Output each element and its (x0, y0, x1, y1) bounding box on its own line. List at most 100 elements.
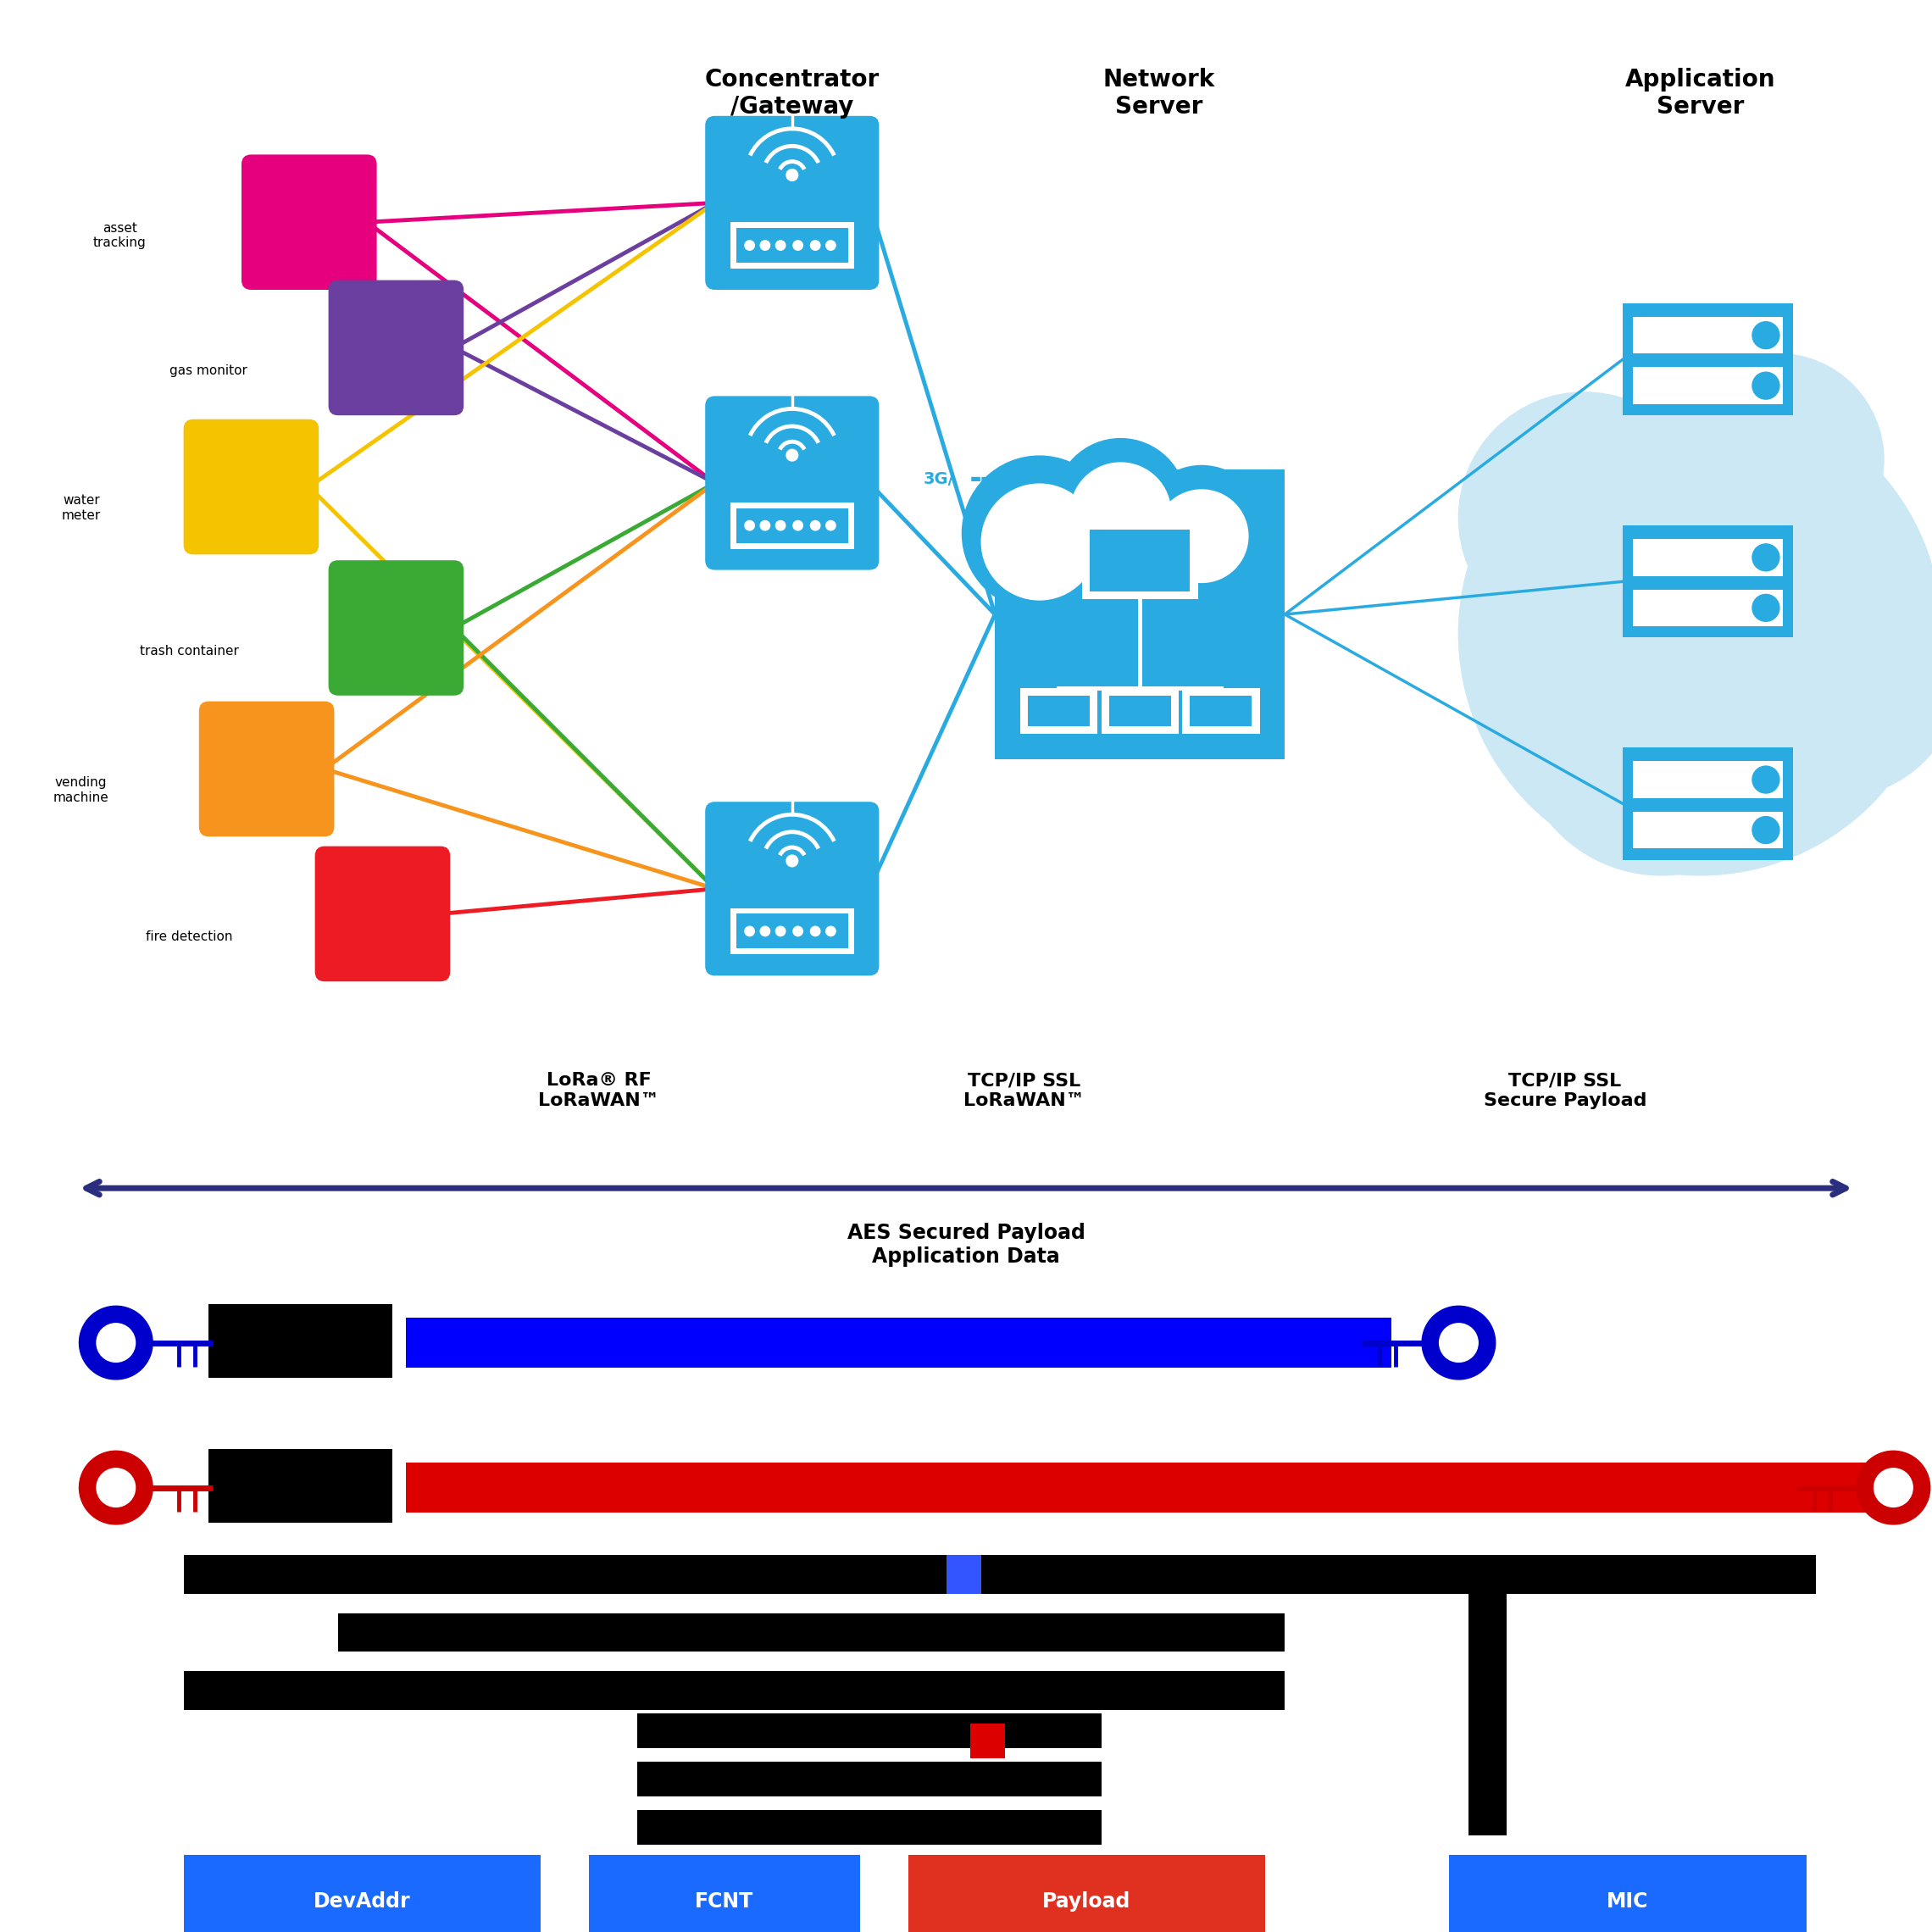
Text: Payload: Payload (1043, 1891, 1130, 1911)
Bar (908, 1855, 1265, 1932)
Circle shape (759, 520, 769, 531)
Circle shape (1155, 489, 1248, 582)
Circle shape (827, 520, 835, 531)
Circle shape (792, 240, 804, 249)
Bar (1082, 522, 1198, 599)
FancyBboxPatch shape (184, 419, 319, 554)
Circle shape (1752, 595, 1779, 622)
Bar (1449, 1855, 1806, 1932)
FancyBboxPatch shape (199, 701, 334, 837)
Bar (995, 469, 1285, 759)
Bar (1020, 688, 1097, 734)
Text: DevAddr: DevAddr (313, 1891, 412, 1911)
Bar (947, 1555, 981, 1594)
Circle shape (1422, 1306, 1495, 1379)
Circle shape (1857, 1451, 1930, 1524)
Bar (730, 908, 854, 954)
Bar (730, 222, 854, 269)
FancyBboxPatch shape (328, 280, 464, 415)
Circle shape (1140, 466, 1264, 589)
Bar (730, 502, 854, 549)
Bar (736, 508, 848, 543)
Circle shape (1070, 462, 1171, 564)
Circle shape (827, 927, 835, 937)
Circle shape (811, 240, 821, 249)
Text: 3G/: 3G/ (923, 471, 954, 487)
Circle shape (744, 240, 753, 249)
Bar (1109, 696, 1171, 726)
Bar (970, 1723, 1005, 1758)
Circle shape (1671, 354, 1884, 566)
Circle shape (775, 927, 786, 937)
Bar (1190, 696, 1252, 726)
Bar (1090, 529, 1190, 591)
Circle shape (1055, 439, 1186, 570)
Bar (736, 228, 848, 263)
Text: gas monitor: gas monitor (170, 365, 247, 377)
Circle shape (786, 450, 798, 462)
Circle shape (1459, 392, 1932, 875)
FancyBboxPatch shape (242, 155, 377, 290)
Circle shape (759, 240, 769, 249)
Circle shape (981, 483, 1097, 601)
Circle shape (744, 520, 753, 531)
Bar (1101, 688, 1179, 734)
Circle shape (1459, 392, 1710, 643)
FancyBboxPatch shape (705, 802, 879, 976)
Text: fire detection: fire detection (147, 931, 232, 943)
Circle shape (1752, 373, 1779, 400)
Text: Concentrator
/Gateway: Concentrator /Gateway (705, 68, 879, 118)
Bar (638, 1810, 1101, 1845)
Circle shape (827, 240, 835, 249)
FancyBboxPatch shape (705, 396, 879, 570)
Bar (638, 1762, 1101, 1797)
Bar (406, 1318, 1391, 1368)
Bar (209, 1449, 392, 1522)
Circle shape (792, 520, 804, 531)
Circle shape (1752, 545, 1779, 572)
Circle shape (1710, 547, 1932, 798)
Circle shape (1439, 1323, 1478, 1362)
Circle shape (1874, 1468, 1913, 1507)
Text: asset
tracking: asset tracking (93, 222, 147, 249)
Circle shape (759, 927, 769, 937)
Circle shape (1517, 585, 1806, 875)
Circle shape (79, 1451, 153, 1524)
Circle shape (792, 927, 804, 937)
Text: LoRa® RF
LoRaWAN™: LoRa® RF LoRaWAN™ (539, 1072, 659, 1109)
Text: trash container: trash container (139, 645, 240, 657)
Bar (1633, 539, 1783, 576)
FancyBboxPatch shape (328, 560, 464, 696)
Text: water
meter: water meter (62, 495, 100, 522)
Bar (1633, 367, 1783, 404)
Bar (184, 1671, 1285, 1710)
Text: FCNT: FCNT (696, 1891, 753, 1911)
Circle shape (811, 927, 821, 937)
FancyBboxPatch shape (315, 846, 450, 981)
Circle shape (97, 1468, 135, 1507)
Circle shape (786, 856, 798, 867)
Text: TCP/IP SSL
Secure Payload: TCP/IP SSL Secure Payload (1484, 1072, 1646, 1109)
Bar (1623, 526, 1793, 638)
Bar (1633, 589, 1783, 626)
Circle shape (97, 1323, 135, 1362)
Bar (1468, 1555, 1806, 1594)
Circle shape (1752, 817, 1779, 844)
Circle shape (962, 456, 1117, 611)
Circle shape (79, 1306, 153, 1379)
Bar (184, 1855, 541, 1932)
Bar (1623, 303, 1793, 415)
Bar (184, 1555, 1816, 1594)
Circle shape (775, 240, 786, 249)
Circle shape (1752, 767, 1779, 794)
Bar (338, 1613, 1285, 1652)
Bar (1623, 748, 1793, 860)
Text: Network
Server: Network Server (1103, 68, 1215, 118)
Text: ▬▬▬: ▬▬▬ (970, 473, 1003, 485)
Bar (638, 1714, 1101, 1748)
Text: AES Secured Payload
Application Data: AES Secured Payload Application Data (846, 1223, 1086, 1267)
Circle shape (786, 170, 798, 182)
Bar (406, 1463, 1874, 1513)
Bar (736, 914, 848, 949)
Bar (589, 1855, 860, 1932)
